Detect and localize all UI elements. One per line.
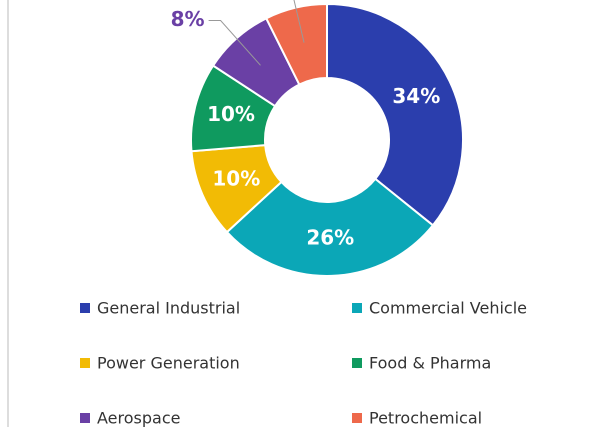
legend-swatch <box>352 413 362 423</box>
legend-swatch <box>352 358 362 368</box>
legend-label: Food & Pharma <box>369 354 491 373</box>
leader-line <box>293 0 305 43</box>
leader-line <box>208 20 261 66</box>
value-label: 10% <box>212 166 260 190</box>
legend-label: Power Generation <box>97 354 240 373</box>
value-label: 8% <box>171 7 205 31</box>
legend-label: General Industrial <box>97 299 240 318</box>
value-label: 26% <box>306 225 354 249</box>
value-label: 34% <box>392 84 440 108</box>
legend-swatch <box>80 413 90 423</box>
slice <box>264 2 328 86</box>
legend-swatch <box>80 358 90 368</box>
value-label: 10% <box>207 102 255 126</box>
slice <box>225 177 435 277</box>
value-label: 7% <box>243 0 277 5</box>
legend-swatch <box>80 303 90 313</box>
legend-swatch <box>352 303 362 313</box>
legend-label: Petrochemical <box>369 409 482 427</box>
legend-label: Aerospace <box>97 409 180 427</box>
legend-label: Commercial Vehicle <box>369 299 527 318</box>
slice <box>326 2 464 227</box>
